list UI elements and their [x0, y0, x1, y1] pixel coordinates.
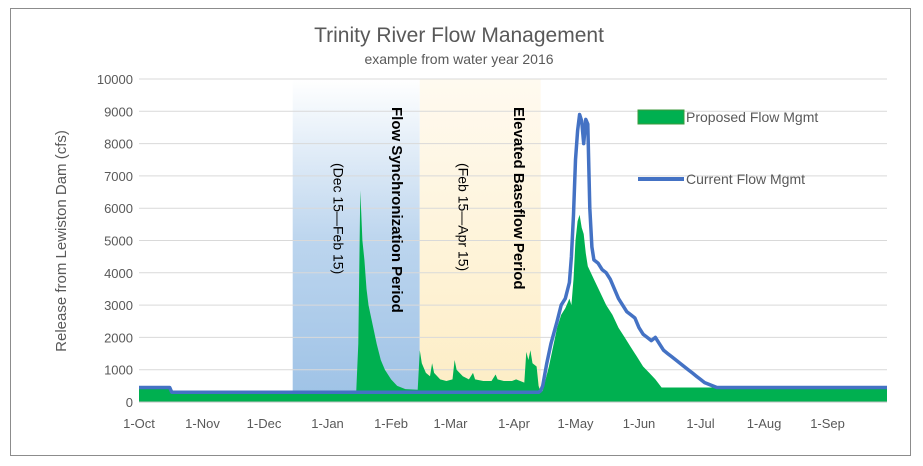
y-tick-label: 1000 [104, 363, 133, 378]
y-tick-label: 8000 [104, 137, 133, 152]
chart-title: Trinity River Flow Management [314, 24, 604, 47]
flow-chart: 0 1000 2000 3000 4000 5000 6000 7000 8000 9000 100… [53, 24, 887, 431]
x-tick-label: 1-Apr [498, 416, 530, 431]
legend: Proposed Flow Mgmt Current Flow Mgmt [637, 109, 818, 187]
y-tick-label: 2000 [104, 330, 133, 345]
legend-swatch-proposed [637, 109, 685, 125]
period-labels: Flow Synchronization Period (Dec 15—Feb 1… [330, 107, 527, 313]
x-tick-label: 1-Aug [747, 416, 782, 431]
y-tick-label: 6000 [104, 201, 133, 216]
y-tick-label: 4000 [104, 266, 133, 281]
x-tick-label: 1-Feb [374, 416, 408, 431]
x-tick-label: 1-Sep [810, 416, 845, 431]
x-tick-label: 1-May [557, 416, 594, 431]
legend-label-current: Current Flow Mgmt [686, 171, 805, 187]
y-tick-label: 10000 [97, 72, 133, 87]
x-tick-label: 1-Oct [123, 416, 155, 431]
x-tick-label: 1-Jun [623, 416, 656, 431]
x-tick-label: 1-Jan [311, 416, 344, 431]
period-title-label: Elevated Baseflow Period [510, 107, 527, 290]
gridlines [139, 78, 887, 403]
axes: 0 1000 2000 3000 4000 5000 6000 7000 8000 9000 100… [97, 72, 887, 431]
chart-subtitle: example from water year 2016 [364, 51, 553, 67]
y-tick-label: 3000 [104, 298, 133, 313]
chart-frame: 0 1000 2000 3000 4000 5000 6000 7000 8000 9000 100… [10, 8, 911, 456]
x-tick-label: 1-Dec [247, 416, 282, 431]
y-axis-title: Release from Lewiston Dam (cfs) [53, 130, 70, 352]
y-tick-label: 7000 [104, 169, 133, 184]
y-tick-label: 9000 [104, 104, 133, 119]
series-line-current [139, 112, 887, 395]
period-range-label: (Dec 15—Feb 15) [330, 163, 346, 274]
x-tick-label: 1-Jul [686, 416, 714, 431]
x-tick-label: 1-Nov [185, 416, 220, 431]
period-title-label: Flow Synchronization Period [388, 107, 405, 313]
x-tick-label: 1-Mar [434, 416, 469, 431]
series-layer [139, 112, 887, 402]
y-tick-label: 5000 [104, 234, 133, 249]
period-range-label: (Feb 15—Apr 15) [455, 163, 471, 271]
y-tick-label: 0 [126, 395, 133, 410]
legend-label-proposed: Proposed Flow Mgmt [686, 109, 818, 125]
